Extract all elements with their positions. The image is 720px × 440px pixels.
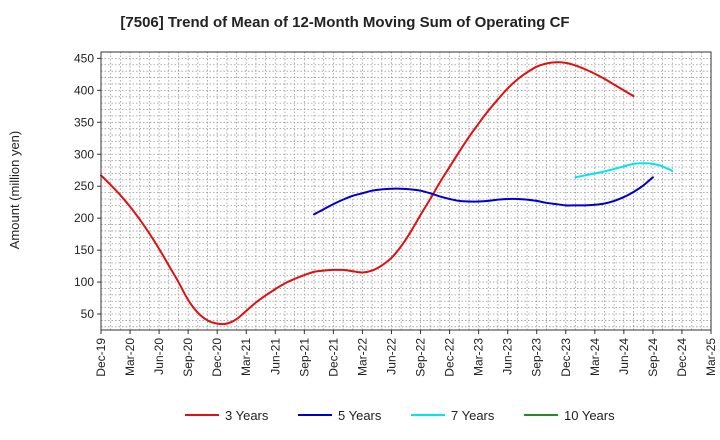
x-tick-label: Dec-22 bbox=[443, 338, 457, 377]
x-tick-label: Dec-24 bbox=[675, 338, 689, 377]
y-tick-label: 450 bbox=[74, 51, 94, 65]
x-tick-label: Mar-24 bbox=[588, 338, 602, 376]
x-tick-label: Dec-21 bbox=[326, 338, 340, 377]
legend-label-10-years: 10 Years bbox=[564, 408, 615, 423]
y-tick-labels: 50 100 150 200 250 300 350 400 450 bbox=[74, 51, 101, 321]
x-tick-label: Mar-21 bbox=[239, 338, 253, 376]
x-tick-label: Mar-25 bbox=[704, 338, 718, 376]
series-line-7-years bbox=[574, 162, 674, 179]
y-tick-label: 350 bbox=[74, 115, 94, 129]
y-tick-label: 100 bbox=[74, 275, 94, 289]
grid bbox=[101, 52, 711, 330]
x-tick-label: Jun-21 bbox=[268, 338, 282, 375]
x-tick-label: Sep-23 bbox=[530, 338, 544, 377]
legend-label-5-years: 5 Years bbox=[338, 408, 382, 423]
x-tick-label: Jun-20 bbox=[152, 338, 166, 375]
x-tick-label: Sep-22 bbox=[414, 338, 428, 377]
x-tick-label: Jun-22 bbox=[384, 338, 398, 375]
series-line-5-years bbox=[313, 176, 654, 216]
y-tick-label: 300 bbox=[74, 147, 94, 161]
x-tick-label: Mar-23 bbox=[472, 338, 486, 376]
x-tick-label: Jun-24 bbox=[617, 338, 631, 375]
x-tick-label: Mar-22 bbox=[355, 338, 369, 376]
x-tick-label: Jun-23 bbox=[501, 338, 515, 375]
series-line-3-years bbox=[100, 61, 635, 326]
y-axis-label: Amount (million yen) bbox=[7, 131, 22, 250]
legend-label-3-years: 3 Years bbox=[225, 408, 269, 423]
x-tick-label: Dec-19 bbox=[94, 338, 108, 377]
chart-title: [7506] Trend of Mean of 12-Month Moving … bbox=[120, 14, 569, 31]
x-tick-label: Dec-23 bbox=[559, 338, 573, 377]
x-tick-label: Sep-21 bbox=[297, 338, 311, 377]
legend-label-7-years: 7 Years bbox=[451, 408, 495, 423]
x-tick-label: Sep-24 bbox=[646, 338, 660, 377]
series-layer bbox=[100, 61, 674, 326]
y-tick-label: 150 bbox=[74, 243, 94, 257]
y-tick-label: 50 bbox=[81, 307, 95, 321]
x-tick-label: Sep-20 bbox=[181, 338, 195, 377]
y-tick-label: 250 bbox=[74, 179, 94, 193]
plot-area bbox=[100, 51, 712, 331]
x-tick-label: Dec-20 bbox=[210, 338, 224, 377]
y-tick-label: 200 bbox=[74, 211, 94, 225]
x-tick-labels: Dec-19 Mar-20 Jun-20 Sep-20 Dec-20 Mar-21 Jun-… bbox=[94, 330, 718, 377]
y-tick-label: 400 bbox=[74, 83, 94, 97]
legend: 3 Years 5 Years 7 Years 10 Years bbox=[185, 408, 615, 423]
x-tick-label: Mar-20 bbox=[123, 338, 137, 376]
